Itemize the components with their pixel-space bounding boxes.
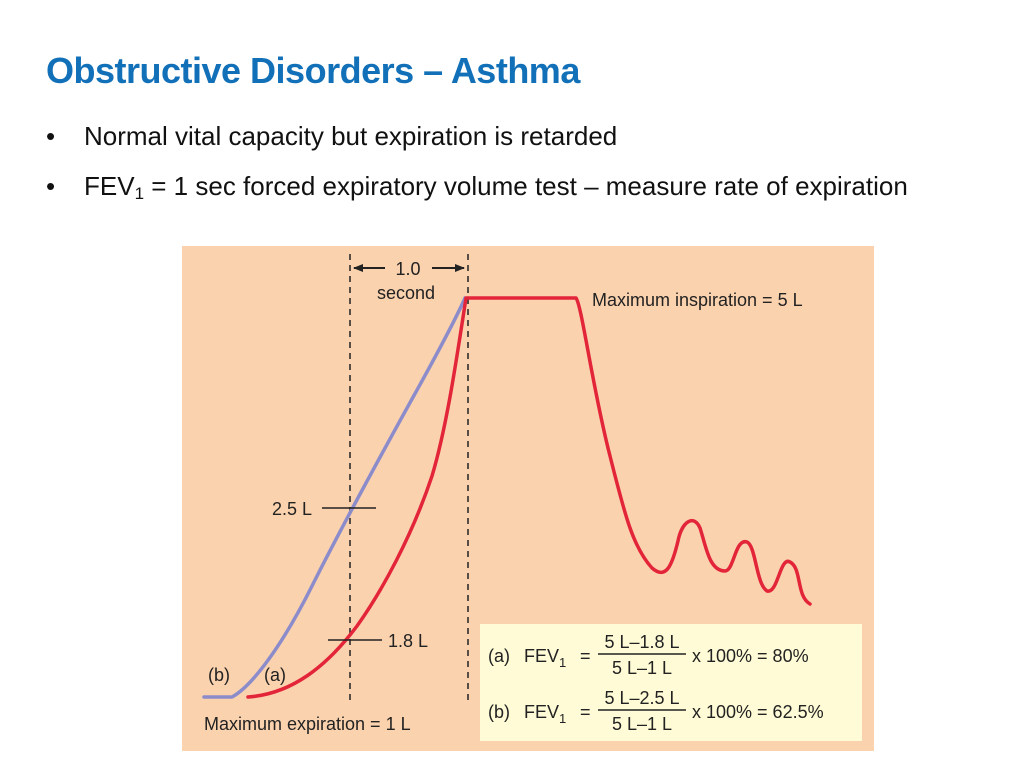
- formula-b-fev: FEV1: [524, 702, 566, 726]
- formula-a-denominator: 5 L–1 L: [612, 658, 672, 678]
- curve-a-normal: [246, 296, 812, 699]
- formula-a-fev-text: FEV: [524, 646, 559, 666]
- formula-a-equals: =: [580, 646, 591, 666]
- formula-a: (a) FEV1 = 5 L–1.8 L 5 L–1 L x 100% = 80…: [488, 632, 809, 678]
- formula-b-label: (b): [488, 702, 510, 722]
- formula-a-fev: FEV1: [524, 646, 566, 670]
- bullet-item-vital-capacity: • Normal vital capacity but expiration i…: [46, 120, 976, 152]
- formula-a-result: x 100% = 80%: [692, 646, 809, 666]
- curve-a-label: (a): [264, 665, 286, 685]
- formula-a-label: (a): [488, 646, 510, 666]
- mark-a-label: 1.8 L: [388, 631, 428, 651]
- formula-b-denominator: 5 L–1 L: [612, 714, 672, 734]
- formula-b: (b) FEV1 = 5 L–2.5 L 5 L–1 L x 100% = 62…: [488, 688, 824, 734]
- mark-b-label: 2.5 L: [272, 499, 312, 519]
- bullet-item-fev1: • FEV1 = 1 sec forced expiratory volume …: [46, 170, 976, 202]
- formula-box: [480, 624, 862, 741]
- bullet-fev-text: = 1 sec forced expiratory volume test – …: [144, 171, 908, 201]
- max-inspiration-label: Maximum inspiration = 5 L: [592, 290, 803, 310]
- formula-a-numerator: 5 L–1.8 L: [604, 632, 679, 652]
- interval-value: 1.0: [395, 259, 420, 279]
- formula-b-numerator: 5 L–2.5 L: [604, 688, 679, 708]
- bullet-fev-prefix: FEV: [84, 171, 135, 201]
- bullet-list: • Normal vital capacity but expiration i…: [46, 120, 976, 220]
- bullet-text: Normal vital capacity but expiration is …: [84, 121, 618, 151]
- bullet-dot-icon: •: [46, 121, 56, 151]
- spirometry-figure: 1.0 second 2.5 L 1.8 L (b) (a) Maximum i…: [182, 246, 874, 751]
- formula-b-fev-text: FEV: [524, 702, 559, 722]
- curve-b-label: (b): [208, 665, 230, 685]
- curve-b-asthma: [202, 296, 467, 699]
- bullet-dot-icon: •: [46, 171, 56, 201]
- slide-title: Obstructive Disorders – Asthma: [46, 50, 580, 91]
- bullet-fev-subscript: 1: [134, 184, 145, 203]
- formula-b-fev-sub: 1: [559, 711, 566, 726]
- interval-unit: second: [377, 283, 435, 303]
- formula-b-result: x 100% = 62.5%: [692, 702, 824, 722]
- formula-a-fev-sub: 1: [559, 655, 566, 670]
- max-expiration-label: Maximum expiration = 1 L: [204, 714, 411, 734]
- formula-b-equals: =: [580, 702, 591, 722]
